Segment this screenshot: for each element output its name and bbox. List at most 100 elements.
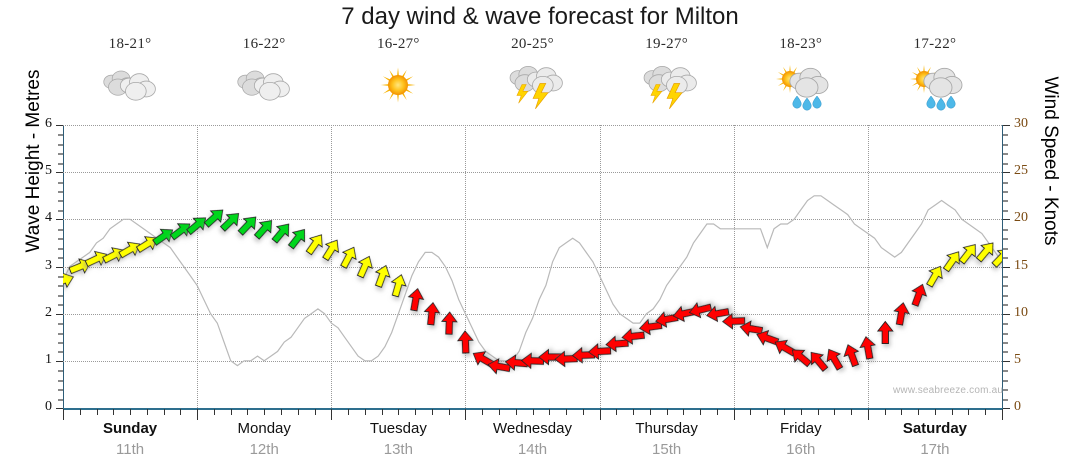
- gridline-day-boundary: [867, 125, 869, 408]
- day-name: Saturday: [902, 420, 968, 437]
- x-tick: [985, 409, 987, 415]
- wind-arrow: [186, 217, 207, 236]
- x-tick: [750, 409, 752, 415]
- x-tick: [163, 409, 165, 415]
- day-footer-tuesday[interactable]: Tuesday 13th: [328, 420, 468, 458]
- left-tick-label: 6: [45, 116, 52, 131]
- left-tick-label: 3: [45, 257, 52, 273]
- right-tick-label: 30: [1014, 116, 1028, 131]
- page-title: 7 day wind & wave forecast for Milton: [341, 3, 739, 30]
- day-name: Monday: [237, 420, 291, 437]
- left-tick-mark: [56, 266, 63, 268]
- day-footer-wednesday[interactable]: Wednesday 14th: [463, 420, 603, 458]
- x-tick: [364, 409, 366, 415]
- right-tick-label: 25: [1014, 163, 1028, 179]
- day-date: 13th: [383, 441, 413, 458]
- day-footer-friday[interactable]: Friday 16th: [731, 420, 871, 458]
- x-tick: [431, 409, 433, 415]
- wind-arrow: [219, 213, 240, 232]
- x-tick: [264, 409, 266, 415]
- x-tick: [381, 409, 383, 415]
- right-minor-tick: [1003, 143, 1008, 146]
- left-tick-label: 1: [45, 351, 52, 367]
- right-minor-tick: [1003, 351, 1008, 354]
- right-minor-tick: [1003, 162, 1008, 165]
- wind-arrow: [706, 305, 730, 323]
- gridline-day-boundary: [599, 125, 601, 408]
- x-tick: [532, 409, 534, 415]
- gridline-day-boundary: [733, 125, 735, 408]
- wind-arrow: [340, 246, 357, 269]
- x-tick: [851, 409, 853, 415]
- x-tick: [96, 409, 98, 415]
- right-tick-mark: [1003, 172, 1010, 174]
- temperature-range: 19-27°: [645, 36, 689, 52]
- left-minor-tick: [58, 332, 63, 335]
- x-tick: [415, 409, 417, 415]
- right-tick-label: 20: [1014, 210, 1028, 226]
- wind-arrow-layer: [63, 209, 1002, 375]
- x-tick: [146, 409, 148, 415]
- left-minor-tick: [58, 275, 63, 278]
- cloudy-icon: [229, 59, 299, 111]
- left-minor-tick: [58, 304, 63, 307]
- right-minor-tick: [1003, 304, 1008, 307]
- x-tick: [498, 409, 500, 415]
- gridline-horizontal: [63, 313, 1002, 315]
- x-tick: [867, 409, 869, 420]
- x-tick: [968, 409, 970, 415]
- x-tick: [901, 409, 903, 415]
- right-tick-mark: [1003, 408, 1010, 409]
- left-minor-tick: [58, 247, 63, 250]
- x-tick: [884, 409, 886, 415]
- x-tick: [348, 409, 350, 415]
- x-tick: [63, 409, 64, 420]
- wind-arrow: [587, 343, 612, 360]
- wind-arrow: [118, 241, 141, 259]
- left-minor-tick: [58, 134, 63, 137]
- day-date: 17th: [920, 441, 950, 458]
- day-header-tuesday: 16-27°: [328, 36, 468, 126]
- x-tick: [113, 409, 115, 415]
- left-minor-tick: [58, 389, 63, 392]
- day-footer-saturday[interactable]: Saturday 17th: [865, 420, 1005, 458]
- day-footer-thursday[interactable]: Thursday 15th: [597, 420, 737, 458]
- x-tick: [448, 409, 450, 415]
- left-tick-mark: [56, 360, 63, 362]
- day-footer-sunday[interactable]: Sunday 11th: [60, 420, 200, 458]
- left-minor-tick: [58, 257, 63, 260]
- wind-arrow: [423, 302, 441, 326]
- x-tick: [331, 409, 333, 420]
- wind-arrow: [721, 312, 746, 330]
- wind-arrow: [84, 250, 108, 268]
- day-header-thursday: 19-27°: [597, 36, 737, 126]
- wind-arrow: [975, 242, 994, 263]
- day-header-saturday: 17-22°: [865, 36, 1005, 126]
- right-tick-mark: [1003, 219, 1010, 221]
- wind-arrow: [688, 301, 713, 319]
- left-minor-tick: [58, 341, 63, 344]
- day-header-monday: 16-22°: [194, 36, 334, 126]
- cloudy-icon: [95, 59, 165, 111]
- wind-arrow: [203, 209, 224, 228]
- day-date: 15th: [652, 441, 682, 458]
- x-tick: [213, 409, 215, 415]
- x-tick: [951, 409, 953, 415]
- right-minor-tick: [1003, 275, 1008, 278]
- right-minor-tick: [1003, 238, 1008, 241]
- right-tick-label: 10: [1014, 304, 1028, 320]
- wind-arrow: [638, 318, 663, 336]
- wind-arrow: [487, 358, 511, 375]
- day-footer-monday[interactable]: Monday 12th: [194, 420, 334, 458]
- day-name: Sunday: [102, 420, 158, 437]
- thunderstorm-icon: [632, 59, 702, 111]
- temperature-range: 18-21°: [108, 36, 152, 52]
- day-header-friday: 18-23°: [731, 36, 871, 126]
- gridline-day-boundary: [331, 125, 333, 408]
- x-tick: [800, 409, 802, 415]
- day-name: Thursday: [635, 420, 698, 437]
- right-minor-tick: [1003, 257, 1008, 260]
- right-minor-tick: [1003, 370, 1008, 373]
- right-minor-tick: [1003, 332, 1008, 335]
- left-tick-label: 5: [45, 163, 52, 179]
